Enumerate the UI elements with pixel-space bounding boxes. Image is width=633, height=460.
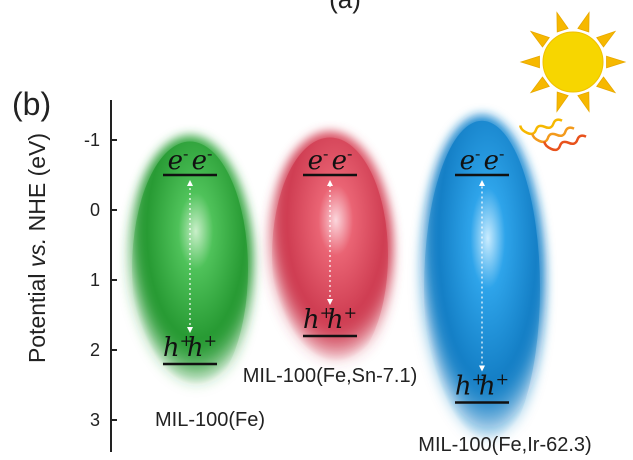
hole-symbol: h [187, 333, 204, 363]
electron-label: e- [332, 144, 353, 176]
hole-symbol: h [327, 305, 344, 335]
sun-ray [556, 11, 569, 33]
panel-label: (b) [12, 86, 51, 122]
hole-charge: + [180, 331, 193, 350]
hole-charge: + [496, 370, 509, 389]
hole-symbol: h [479, 372, 496, 402]
material-name-fe-ir: MIL-100(Fe,Ir-62.3) [418, 434, 591, 456]
hole-charge: + [204, 331, 217, 350]
material-ellipse-group: e-e-h+h+ [126, 135, 254, 404]
y-tick-label: -1 [84, 130, 100, 150]
material-name-fe: MIL-100(Fe) [155, 409, 265, 431]
sun-rays [519, 11, 627, 113]
electron-charge: - [323, 144, 328, 163]
y-tick-label: 1 [90, 270, 100, 290]
electron-symbol: e [308, 146, 323, 176]
y-axis-ticks: -1 0 1 2 3 [84, 130, 117, 430]
sun-ray [577, 11, 590, 33]
hole-charge: + [320, 303, 333, 322]
sun-ray [556, 91, 569, 113]
electron-charge: - [499, 144, 504, 163]
hole-label: h+ [187, 331, 217, 363]
material-ellipse-group: e-e-h+h+ [266, 131, 394, 380]
materials-group: e-e-h+h+e-e-h+h+e-e-h+h+ [126, 114, 546, 460]
hole-label: h+ [455, 370, 485, 402]
material-ellipse [424, 120, 540, 457]
electron-symbol: e [460, 146, 475, 176]
y-axis-label-italic: vs. [24, 238, 50, 267]
hole-label: h+ [479, 370, 509, 402]
y-tick-label: 2 [90, 340, 100, 360]
hole-symbol: h [163, 333, 180, 363]
sun-icon [519, 11, 627, 113]
electron-symbol: e [168, 146, 183, 176]
y-axis-label-post: NHE (eV) [24, 133, 50, 238]
sun-ray [596, 76, 617, 94]
electron-label: e- [484, 144, 505, 176]
hole-charge: + [472, 370, 485, 389]
electron-symbol: e [332, 146, 347, 176]
electron-label: e- [192, 144, 213, 176]
hole-symbol: h [455, 372, 472, 402]
sun-ray [529, 30, 550, 48]
sun-ray [577, 91, 590, 113]
y-axis: -1 0 1 2 3 Potential vs. NHE (eV) [24, 100, 117, 452]
y-axis-label-pre: Potential [24, 267, 50, 363]
y-axis-label: Potential vs. NHE (eV) [24, 133, 50, 363]
electron-charge: - [475, 144, 480, 163]
hole-label: h+ [303, 303, 333, 335]
electron-label: e- [168, 144, 189, 176]
sun-disc [542, 31, 604, 93]
y-tick-label: 0 [90, 200, 100, 220]
hole-charge: + [344, 303, 357, 322]
hole-label: h+ [327, 303, 357, 335]
y-tick-label: 3 [90, 410, 100, 430]
electron-symbol: e [484, 146, 499, 176]
electron-charge: - [207, 144, 212, 163]
light-waves-icon [519, 118, 587, 152]
sun-ray [519, 55, 540, 69]
electron-label: e- [460, 144, 481, 176]
material-ellipse-group: e-e-h+h+ [418, 114, 546, 460]
sun-ray [529, 76, 550, 94]
hole-label: h+ [163, 331, 193, 363]
hole-symbol: h [303, 305, 320, 335]
top-panel-label: (a) [329, 0, 361, 14]
electron-charge: - [347, 144, 352, 163]
sun-ray [606, 55, 627, 69]
electron-label: e- [308, 144, 329, 176]
material-name-fe-sn: MIL-100(Fe,Sn-7.1) [243, 365, 418, 387]
sun-ray [596, 30, 617, 48]
electron-symbol: e [192, 146, 207, 176]
electron-charge: - [183, 144, 188, 163]
